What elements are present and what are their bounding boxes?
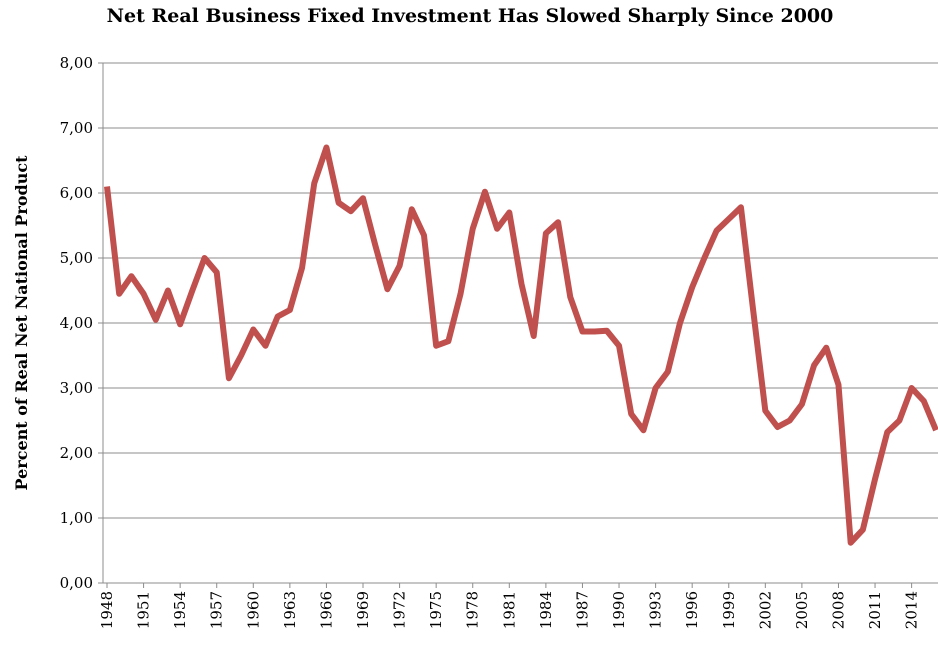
- x-tick-label: 1960: [244, 591, 262, 629]
- x-tick-label: 1948: [98, 591, 116, 629]
- y-tick-label: 0,00: [60, 574, 93, 592]
- x-tick-label: 1984: [537, 591, 555, 629]
- y-tick-label: 3,00: [60, 379, 93, 397]
- x-tick-label: 2014: [903, 591, 921, 629]
- y-tick-label: 8,00: [60, 54, 93, 72]
- x-tick-label: 1993: [647, 591, 665, 629]
- x-tick-label: 1951: [135, 591, 153, 629]
- x-tick-label: 1969: [354, 591, 372, 629]
- x-tick-label: 1975: [427, 591, 445, 629]
- x-tick-label: 1972: [391, 591, 409, 629]
- x-tick-label: 1966: [317, 591, 335, 629]
- y-tick-label: 7,00: [60, 119, 93, 137]
- y-tick-label: 5,00: [60, 249, 93, 267]
- x-tick-label: 1990: [610, 591, 628, 629]
- x-tick-label: 1987: [573, 591, 591, 629]
- x-tick-label: 2005: [793, 591, 811, 629]
- x-tick-label: 2002: [756, 591, 774, 629]
- y-tick-label: 2,00: [60, 444, 93, 462]
- x-tick-label: 1954: [171, 591, 189, 629]
- y-tick-label: 1,00: [60, 509, 93, 527]
- x-tick-label: 2008: [829, 591, 847, 629]
- y-axis-label: Percent of Real Net National Product: [12, 155, 31, 491]
- x-tick-label: 1999: [720, 591, 738, 629]
- x-tick-label: 1978: [464, 591, 482, 629]
- x-tick-label: 1981: [500, 591, 518, 629]
- x-tick-label: 2011: [866, 591, 884, 629]
- y-tick-label: 6,00: [60, 184, 93, 202]
- x-tick-label: 1963: [281, 591, 299, 629]
- x-tick-label: 1996: [683, 591, 701, 629]
- y-tick-label: 4,00: [60, 314, 93, 332]
- chart-title: Net Real Business Fixed Investment Has S…: [107, 5, 834, 27]
- data-line: [104, 144, 938, 546]
- x-tick-label: 1957: [208, 591, 226, 629]
